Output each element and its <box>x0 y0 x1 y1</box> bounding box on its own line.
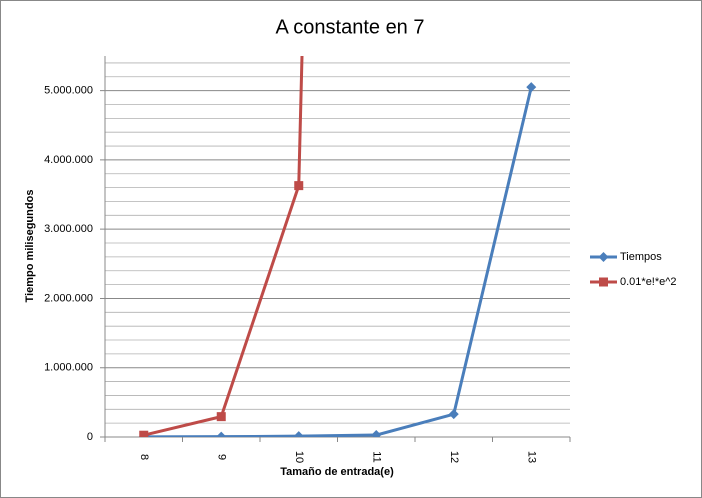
y-tick-label: 4.000.000 <box>44 154 93 166</box>
marker <box>139 430 149 437</box>
legend-label: 0.01*e!*e^2 <box>620 276 677 288</box>
marker <box>216 431 227 437</box>
legend-label: Tiempos <box>620 251 662 263</box>
plot-area <box>138 56 537 437</box>
marker <box>598 252 609 262</box>
x-tick-label: 8 <box>138 454 150 460</box>
y-tick-label: 0 <box>87 431 93 443</box>
x-tick-label: 13 <box>525 451 537 463</box>
y-tick-label: 5.000.000 <box>44 85 93 97</box>
y-tick-label: 1.000.000 <box>44 362 93 374</box>
x-tick-label: 10 <box>293 451 305 463</box>
x-tick-label: 12 <box>448 451 460 463</box>
y-axis-title: Tiempo milisegundos <box>24 190 36 303</box>
x-axis-title: Tamaño de entrada(e) <box>280 466 394 478</box>
marker <box>293 431 304 437</box>
marker <box>448 409 459 420</box>
y-tick-label: 2.000.000 <box>44 292 93 304</box>
series-line <box>143 56 304 437</box>
y-tick-label: 3.000.000 <box>44 223 93 235</box>
series-line <box>143 86 533 437</box>
x-tick-label: 9 <box>215 454 227 460</box>
chart-title: A constante en 7 <box>275 16 424 38</box>
marker <box>371 430 382 437</box>
marker <box>294 181 304 191</box>
marker <box>526 82 537 93</box>
x-tick-label: 11 <box>370 451 382 462</box>
marker <box>599 277 608 287</box>
marker <box>216 412 226 422</box>
